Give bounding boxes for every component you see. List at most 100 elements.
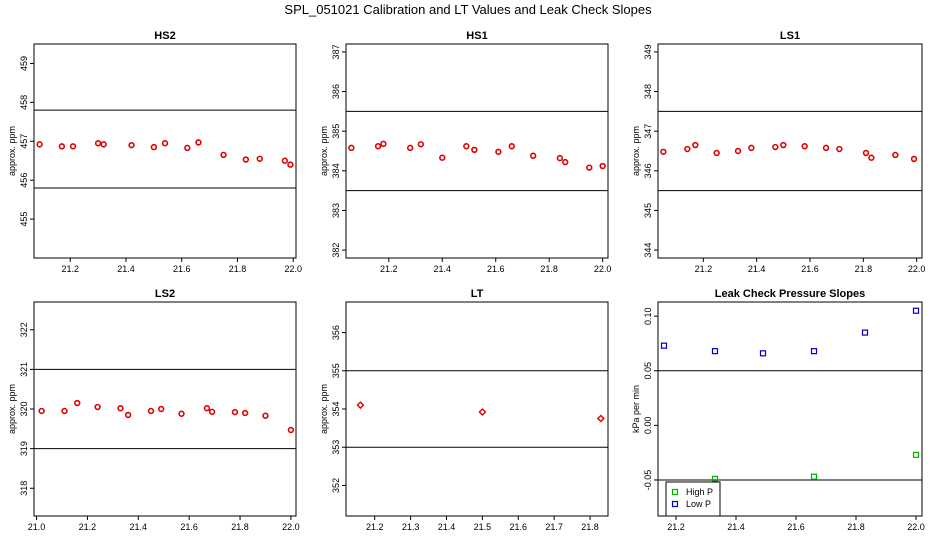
x-tick-label: 22.0 <box>908 264 926 274</box>
data-points <box>660 307 920 482</box>
x-tick-label: 21.8 <box>581 522 599 532</box>
x-tick-label: 22.0 <box>594 264 612 274</box>
data-point <box>117 405 124 412</box>
data-point <box>374 143 382 150</box>
data-point <box>61 407 68 415</box>
data-point <box>439 154 446 161</box>
y-tick-label: 353 <box>331 440 341 455</box>
x-tick-label: 21.4 <box>117 264 135 274</box>
data-point-low-p <box>810 348 818 355</box>
x-tick-label: 21.4 <box>727 522 745 532</box>
data-point <box>471 146 478 154</box>
data-point <box>58 143 66 150</box>
plot-frame <box>345 43 609 259</box>
y-tick-label: 356 <box>331 325 341 340</box>
y-tick-label: 384 <box>331 163 341 178</box>
y-tick-label: 352 <box>331 478 341 493</box>
data-point <box>684 145 691 153</box>
data-point-low-p <box>861 329 869 336</box>
y-tick-label: 321 <box>19 362 29 377</box>
data-point-low-p <box>660 342 668 349</box>
plot-frame <box>345 301 609 517</box>
x-tick-label: 21.8 <box>229 264 247 274</box>
y-tick-label: -0.05 <box>643 470 653 491</box>
data-point <box>231 408 239 416</box>
plot-frame <box>657 43 923 259</box>
x-tick-label: 22.0 <box>282 522 300 532</box>
data-point-low-p <box>711 348 719 355</box>
x-tick-label: 21.6 <box>510 522 528 532</box>
data-point <box>356 401 365 410</box>
data-points <box>356 401 605 423</box>
data-point <box>157 405 165 413</box>
data-point <box>822 144 830 152</box>
data-point <box>556 154 564 162</box>
data-point <box>596 414 605 423</box>
y-tick-label: 320 <box>19 401 29 416</box>
x-tick-label: 21.7 <box>545 522 563 532</box>
data-point <box>161 140 169 147</box>
data-point <box>380 140 387 148</box>
y-axis-label: approx. ppm <box>319 384 329 434</box>
data-point <box>208 408 216 415</box>
y-tick-label: 459 <box>19 56 29 71</box>
y-tick-label: 456 <box>19 173 29 188</box>
x-tick-label: 21.2 <box>61 264 79 274</box>
data-point-high-p <box>912 451 920 458</box>
x-tick-label: 21.8 <box>855 264 873 274</box>
data-point <box>94 140 102 147</box>
data-point <box>406 144 414 152</box>
y-tick-label: 387 <box>331 44 341 59</box>
y-tick-label: 457 <box>19 134 29 149</box>
data-point <box>801 143 808 150</box>
legend-box <box>665 481 721 517</box>
data-point <box>713 149 720 157</box>
x-tick-label: 21.2 <box>695 264 713 274</box>
data-point <box>478 408 487 417</box>
panel-title: HS2 <box>154 30 175 42</box>
panel-lt: LT 21.2 21.3 21.4 21.5 21.6 21.7 21.8 352 353 354 3… <box>319 288 609 532</box>
plot-frame <box>33 43 297 259</box>
data-point <box>287 426 295 434</box>
data-point <box>910 155 918 163</box>
data-point <box>241 409 249 417</box>
data-point <box>203 405 211 412</box>
y-tick-label: 355 <box>331 363 341 378</box>
y-tick-label: 383 <box>331 203 341 218</box>
data-point <box>281 157 289 164</box>
data-point <box>495 148 502 155</box>
y-axis-label: kPa per min <box>631 385 641 433</box>
data-point <box>748 144 755 152</box>
data-point <box>69 143 77 150</box>
x-tick-label: 21.6 <box>180 522 198 532</box>
data-points <box>36 139 294 168</box>
x-tick-label: 21.4 <box>130 522 148 532</box>
y-tick-label: 458 <box>19 95 29 110</box>
y-tick-label: 348 <box>643 84 653 99</box>
panels: HS2 21.2 21.4 21.6 21.8 22.0 455 456 457 458 459 ap… <box>7 30 925 532</box>
data-point <box>892 151 899 159</box>
x-tick-label: 21.4 <box>748 264 766 274</box>
data-point <box>562 158 569 166</box>
y-tick-label: 382 <box>331 243 341 258</box>
x-tick-label: 21.6 <box>173 264 191 274</box>
y-tick-label: 0.10 <box>643 307 653 325</box>
y-axis-label: approx. ppm <box>7 384 17 434</box>
y-tick-label: 0.05 <box>643 362 653 380</box>
data-point <box>599 162 606 170</box>
legend: High P Low P <box>665 481 721 517</box>
data-point <box>348 144 355 152</box>
x-tick-label: 22.0 <box>907 522 925 532</box>
y-tick-label: 346 <box>643 163 653 178</box>
data-point <box>734 147 742 155</box>
data-point <box>38 407 45 415</box>
data-point <box>417 141 425 148</box>
data-point-high-p <box>711 475 719 482</box>
y-tick-label: 354 <box>331 401 341 416</box>
data-point <box>836 145 843 153</box>
data-point-low-p <box>912 307 920 314</box>
data-point <box>780 141 787 149</box>
data-point <box>128 141 135 149</box>
panel-title: LS2 <box>155 288 175 300</box>
